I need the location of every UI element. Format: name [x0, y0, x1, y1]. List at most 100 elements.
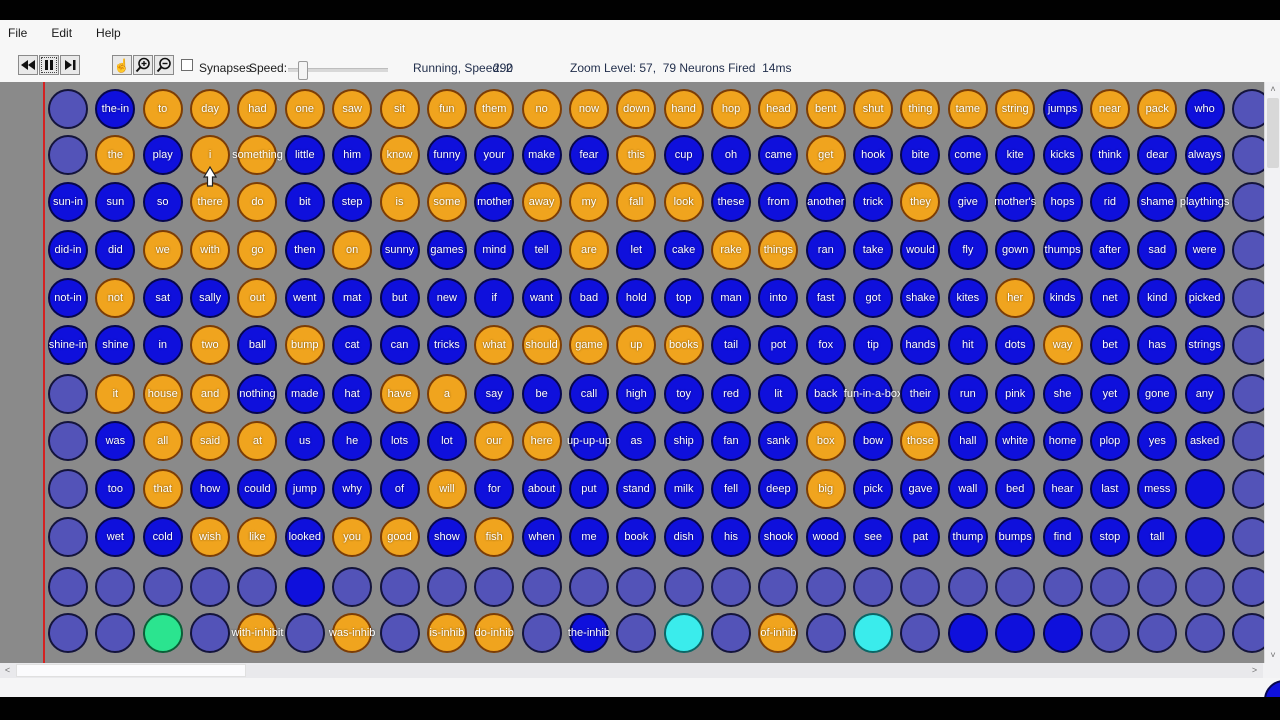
neuron-empty[interactable]: [48, 421, 88, 461]
neuron-him[interactable]: him: [332, 135, 373, 175]
neuron-empty[interactable]: [1042, 567, 1083, 607]
neuron-what[interactable]: what: [474, 325, 515, 365]
neuron-yet[interactable]: yet: [1089, 374, 1130, 414]
step-forward-button[interactable]: [60, 55, 80, 75]
neuron-away[interactable]: away: [521, 182, 562, 222]
neuron-do[interactable]: do: [237, 182, 278, 222]
scroll-down-icon[interactable]: ˅: [1270, 650, 1276, 660]
neuron-gave[interactable]: gave: [900, 469, 941, 509]
neuron-lots[interactable]: lots: [379, 421, 420, 461]
neuron-why[interactable]: why: [332, 469, 373, 509]
neuron-wet[interactable]: wet: [95, 517, 136, 557]
neuron-fell[interactable]: fell: [711, 469, 752, 509]
neuron-cold[interactable]: cold: [142, 517, 183, 557]
neuron-her[interactable]: her: [995, 278, 1036, 318]
neuron-pot[interactable]: pot: [758, 325, 799, 365]
neuron-did-in[interactable]: did-in: [48, 230, 88, 270]
neuron-now[interactable]: now: [568, 89, 609, 129]
neuron-empty[interactable]: [900, 567, 941, 607]
neuron-strings[interactable]: strings: [1184, 325, 1225, 365]
neuron-us[interactable]: us: [284, 421, 325, 461]
synapses-checkbox[interactable]: [181, 59, 193, 71]
neuron-fast[interactable]: fast: [805, 278, 846, 318]
neuron-had[interactable]: had: [237, 89, 278, 129]
neuron-is[interactable]: is: [379, 182, 420, 222]
neuron-step[interactable]: step: [332, 182, 373, 222]
neuron-not[interactable]: not: [95, 278, 136, 318]
neuron-me[interactable]: me: [568, 517, 609, 557]
neuron-sun-in[interactable]: sun-in: [48, 182, 88, 222]
neuron-came[interactable]: came: [758, 135, 799, 175]
neuron-not-in[interactable]: not-in: [48, 278, 88, 318]
neuron-thumps[interactable]: thumps: [1042, 230, 1083, 270]
scroll-up-icon[interactable]: ˄: [1270, 84, 1276, 94]
neuron-kind[interactable]: kind: [1137, 278, 1178, 318]
neuron-empty[interactable]: [521, 567, 562, 607]
neuron-empty[interactable]: [1184, 613, 1225, 653]
neuron-lit[interactable]: lit: [758, 374, 799, 414]
neuron-call[interactable]: call: [568, 374, 609, 414]
neuron-take[interactable]: take: [853, 230, 894, 270]
neuron-these[interactable]: these: [711, 182, 752, 222]
neuron-empty[interactable]: [805, 613, 846, 653]
neuron-grid-canvas[interactable]: ˄ ˅ the-in to day had one saw sit fun them no now d…: [0, 82, 1280, 663]
neuron-near[interactable]: near: [1089, 89, 1130, 129]
neuron-empty[interactable]: [758, 567, 799, 607]
neuron-empty[interactable]: [853, 567, 894, 607]
neuron-net[interactable]: net: [1089, 278, 1130, 318]
neuron-empty[interactable]: [805, 567, 846, 607]
neuron-tell[interactable]: tell: [521, 230, 562, 270]
neuron-pink[interactable]: pink: [995, 374, 1036, 414]
neuron-his[interactable]: his: [711, 517, 752, 557]
neuron-shine-in[interactable]: shine-in: [48, 325, 88, 365]
skip-back-button[interactable]: [18, 55, 38, 75]
neuron-go[interactable]: go: [237, 230, 278, 270]
neuron-tricks[interactable]: tricks: [426, 325, 467, 365]
neuron-our[interactable]: our: [474, 421, 515, 461]
neuron-big[interactable]: big: [805, 469, 846, 509]
neuron-up-up-up[interactable]: up-up-up: [567, 421, 611, 461]
neuron-shine[interactable]: shine: [95, 325, 136, 365]
neuron-deep[interactable]: deep: [758, 469, 799, 509]
neuron-empty[interactable]: [1137, 613, 1178, 653]
neuron-playthings[interactable]: playthings: [1180, 182, 1229, 222]
hand-tool-button[interactable]: ☝: [112, 55, 132, 75]
neuron-books[interactable]: books: [663, 325, 704, 365]
neuron-empty[interactable]: [900, 613, 941, 653]
neuron-rid[interactable]: rid: [1089, 182, 1130, 222]
neuron-gone[interactable]: gone: [1137, 374, 1178, 414]
neuron-bad[interactable]: bad: [568, 278, 609, 318]
neuron-plop[interactable]: plop: [1089, 421, 1130, 461]
neuron-another[interactable]: another: [805, 182, 846, 222]
neuron-are[interactable]: are: [568, 230, 609, 270]
menu-edit[interactable]: Edit: [51, 26, 73, 40]
neuron-be[interactable]: be: [521, 374, 562, 414]
neuron-tail[interactable]: tail: [711, 325, 752, 365]
neuron-give[interactable]: give: [947, 182, 988, 222]
neuron-is-inhib[interactable]: is-inhib: [426, 613, 467, 653]
neuron-he[interactable]: he: [332, 421, 373, 461]
neuron-bent[interactable]: bent: [805, 89, 846, 129]
neuron-they[interactable]: they: [900, 182, 941, 222]
neuron-say[interactable]: say: [474, 374, 515, 414]
neuron-wish[interactable]: wish: [190, 517, 231, 557]
neuron-empty[interactable]: [568, 567, 609, 607]
zoom-out-button[interactable]: [154, 55, 174, 75]
neuron-of[interactable]: of: [379, 469, 420, 509]
neuron-play[interactable]: play: [142, 135, 183, 175]
neuron-ran[interactable]: ran: [805, 230, 846, 270]
neuron-empty[interactable]: [711, 613, 752, 653]
neuron-tame[interactable]: tame: [947, 89, 988, 129]
neuron-empty[interactable]: [142, 613, 183, 653]
neuron-rake[interactable]: rake: [711, 230, 752, 270]
neuron-do-inhib[interactable]: do-inhib: [474, 613, 515, 653]
neuron-top[interactable]: top: [663, 278, 704, 318]
neuron-should[interactable]: should: [521, 325, 562, 365]
neuron-no[interactable]: no: [521, 89, 562, 129]
neuron-tall[interactable]: tall: [1137, 517, 1178, 557]
neuron-was[interactable]: was: [95, 421, 136, 461]
neuron-my[interactable]: my: [568, 182, 609, 222]
neuron-empty[interactable]: [853, 613, 894, 653]
neuron-empty[interactable]: [663, 613, 704, 653]
zoom-in-button[interactable]: [133, 55, 153, 75]
